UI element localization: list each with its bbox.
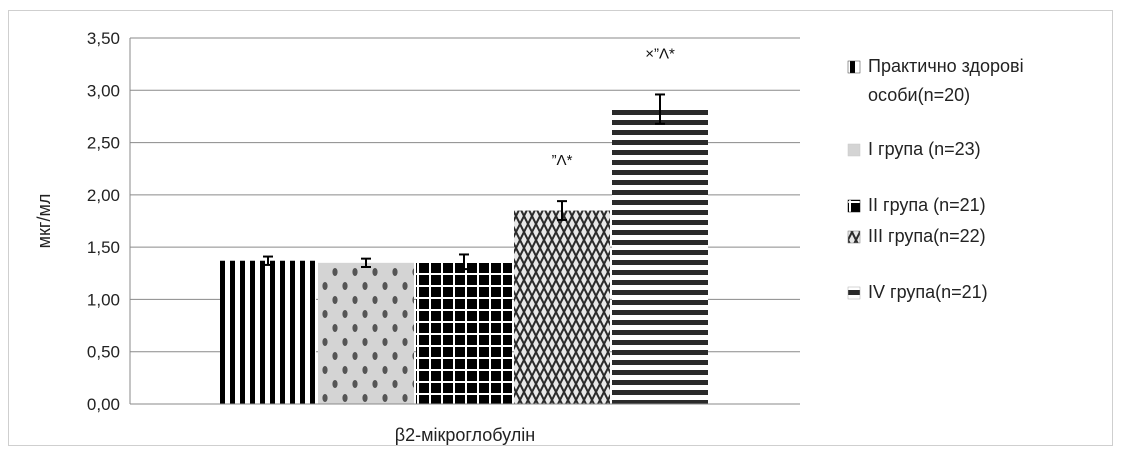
legend-swatch	[847, 143, 861, 157]
significance-annotation: ×”Λ*	[645, 45, 675, 62]
y-tick-label: 3,50	[87, 29, 120, 48]
bar	[612, 109, 708, 404]
bar	[318, 262, 414, 404]
legend-label: Практично здорові особи(n=20)	[868, 56, 1024, 105]
y-axis-title: мкг/мл	[34, 194, 54, 249]
y-tick-label: 0,50	[87, 343, 120, 362]
legend-label: ІІ група (n=21)	[868, 195, 986, 215]
y-tick-label: 3,00	[87, 81, 120, 100]
y-tick-label: 0,00	[87, 395, 120, 414]
significance-annotation: ”Λ*	[552, 152, 573, 169]
legend-label: І група (n=23)	[868, 139, 981, 159]
y-tick-label: 1,00	[87, 290, 120, 309]
x-category-label: β2-мікроглобулін	[395, 425, 535, 445]
legend-swatch	[847, 230, 861, 244]
legend-label-line: Практично здорові	[868, 56, 1024, 76]
legend-swatch	[847, 286, 861, 300]
y-tick-label: 1,50	[87, 238, 120, 257]
bar	[416, 261, 512, 404]
y-tick-label: 2,00	[87, 186, 120, 205]
legend-swatch	[847, 60, 861, 74]
y-tick-label: 2,50	[87, 134, 120, 153]
bar	[514, 210, 610, 404]
legend-label: IV група(n=21)	[868, 282, 988, 302]
legend-label: ІІІ група(n=22)	[868, 226, 986, 246]
legend-label-line: особи(n=20)	[868, 85, 970, 105]
legend-swatch	[847, 199, 861, 213]
bar	[220, 260, 316, 404]
